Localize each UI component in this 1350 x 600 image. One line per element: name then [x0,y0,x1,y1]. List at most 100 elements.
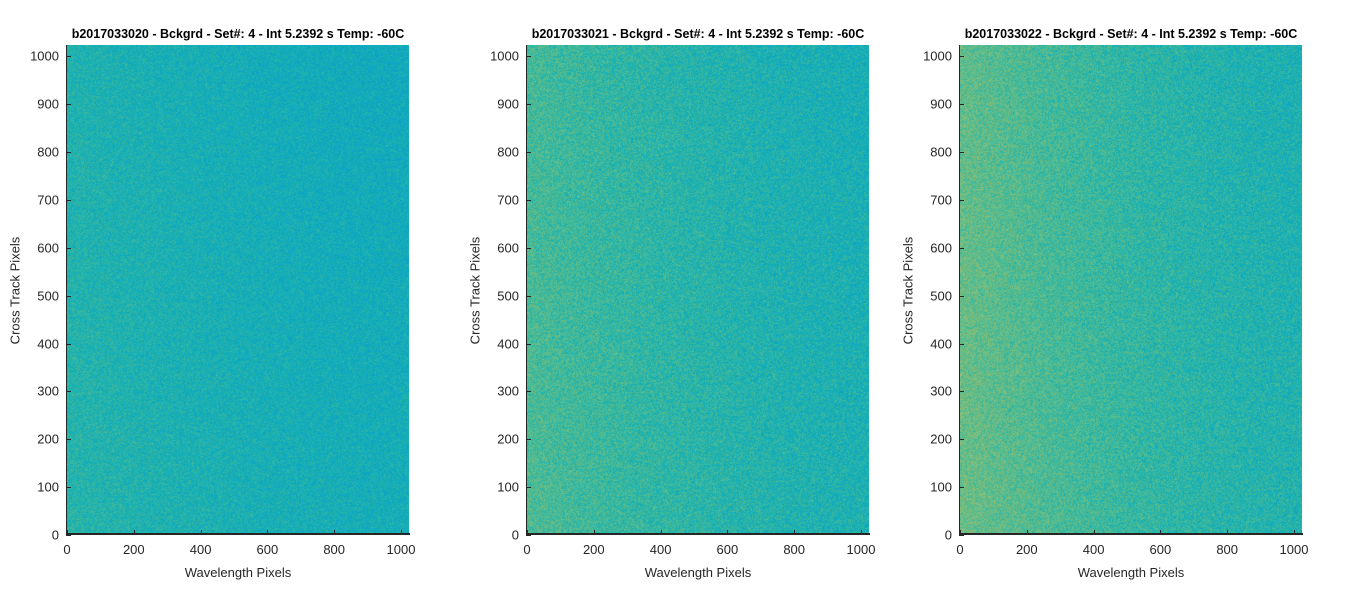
y-tick [67,247,71,249]
y-tick [960,535,964,536]
y-axis-label: Cross Track Pixels [467,236,483,344]
x-tick [400,530,402,534]
y-axis-line [526,45,527,536]
x-tick-label: 1000 [846,542,876,557]
x-tick-label: 400 [189,542,212,557]
y-tick [67,152,71,154]
y-tick-label: 900 [930,96,952,112]
x-axis-label: Wavelength Pixels [1077,565,1185,580]
y-tick-label: 400 [930,336,952,352]
x-tick-label: 400 [1082,542,1105,557]
x-tick [727,530,729,534]
x-tick [200,530,202,534]
y-tick [527,391,531,393]
heatmap-image [527,45,869,535]
x-tick-label: 600 [256,542,279,557]
x-axis-label: Wavelength Pixels [644,565,752,580]
x-tick-label: 0 [956,542,964,557]
heatmap-image [960,45,1302,535]
x-tick-label: 200 [582,542,605,557]
x-tick-label: 400 [649,542,672,557]
y-tick-label: 100 [37,479,59,495]
heatmap-image [67,45,409,535]
x-tick-label: 800 [323,542,346,557]
y-tick [527,487,531,489]
x-tick-label: 200 [1015,542,1038,557]
x-tick [334,530,336,534]
y-tick-label: 200 [930,431,952,447]
x-tick [267,530,269,534]
x-axis-line [66,533,410,535]
y-tick-label: 900 [37,96,59,112]
chart-title: b2017033020 - Bckgrd - Set#: 4 - Int 5.2… [71,27,405,41]
y-tick [527,104,531,106]
y-tick-label: 1000 [490,48,519,64]
y-tick [960,104,964,106]
y-tick-label: 300 [37,383,59,399]
x-tick-label: 0 [523,542,531,557]
y-tick [960,487,964,489]
y-tick-label: 0 [944,527,952,543]
x-tick [1093,530,1095,534]
y-tick [527,56,531,58]
x-tick [593,530,595,534]
y-tick [960,247,964,249]
x-tick [1293,530,1295,534]
y-tick-label: 1000 [30,48,59,64]
chart-title: b2017033021 - Bckgrd - Set#: 4 - Int 5.2… [531,27,865,41]
y-tick-label: 800 [930,144,952,160]
y-tick-label: 500 [37,288,59,304]
x-tick-label: 600 [716,542,739,557]
y-tick-label: 100 [497,479,519,495]
y-tick-label: 400 [497,336,519,352]
y-tick [67,200,71,202]
y-tick-label: 300 [497,383,519,399]
x-tick [660,530,662,534]
x-tick-label: 200 [122,542,145,557]
y-tick [67,535,71,536]
y-tick [67,56,71,58]
y-tick [960,439,964,441]
x-tick [133,530,135,534]
y-tick [527,247,531,249]
x-axis-line [526,533,870,535]
y-axis-label: Cross Track Pixels [900,236,916,344]
y-tick-label: 500 [497,288,519,304]
y-tick [527,439,531,441]
y-tick [527,200,531,202]
y-tick [960,56,964,58]
y-tick-label: 0 [51,527,59,543]
x-axis-line [959,533,1303,535]
y-tick-label: 300 [930,383,952,399]
y-tick [960,200,964,202]
y-tick-label: 600 [930,240,952,256]
y-tick [960,152,964,154]
x-tick-label: 600 [1149,542,1172,557]
y-tick [960,343,964,345]
y-tick-label: 200 [37,431,59,447]
x-tick [67,530,68,534]
x-tick [527,530,528,534]
y-tick-label: 600 [497,240,519,256]
x-tick-label: 1000 [1279,542,1309,557]
y-tick [67,439,71,441]
y-tick-label: 200 [497,431,519,447]
x-tick [1227,530,1229,534]
y-axis-line [66,45,67,536]
y-tick-label: 600 [37,240,59,256]
y-tick-label: 700 [37,192,59,208]
y-tick-label: 100 [930,479,952,495]
y-tick-label: 700 [930,192,952,208]
y-tick [67,487,71,489]
x-tick-label: 800 [1216,542,1239,557]
y-axis-line [959,45,960,536]
y-axis-label: Cross Track Pixels [7,236,23,344]
x-tick [1160,530,1162,534]
x-tick [794,530,796,534]
y-tick [67,295,71,297]
x-tick [960,530,961,534]
y-tick-label: 500 [930,288,952,304]
